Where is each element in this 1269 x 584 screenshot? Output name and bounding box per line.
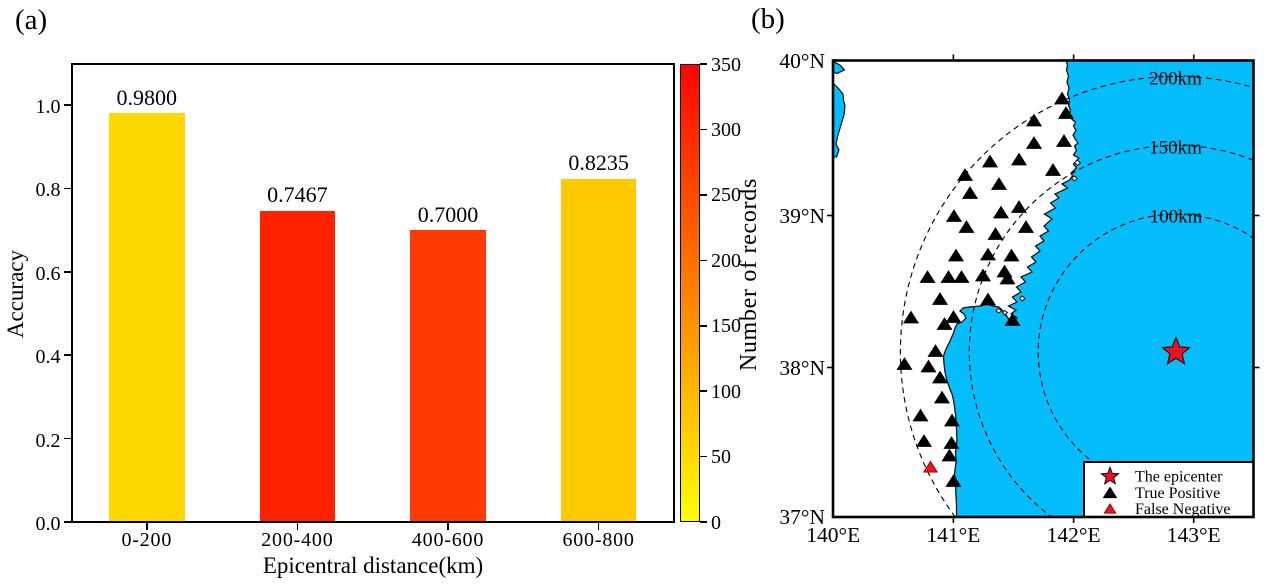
svg-text:False Negative: False Negative bbox=[1135, 501, 1231, 518]
svg-text:100km: 100km bbox=[1150, 206, 1203, 227]
svg-text:200km: 200km bbox=[1149, 68, 1202, 89]
svg-text:True Positive: True Positive bbox=[1135, 485, 1220, 502]
svg-text:The epicenter: The epicenter bbox=[1135, 469, 1223, 486]
svg-text:150km: 150km bbox=[1149, 137, 1202, 158]
